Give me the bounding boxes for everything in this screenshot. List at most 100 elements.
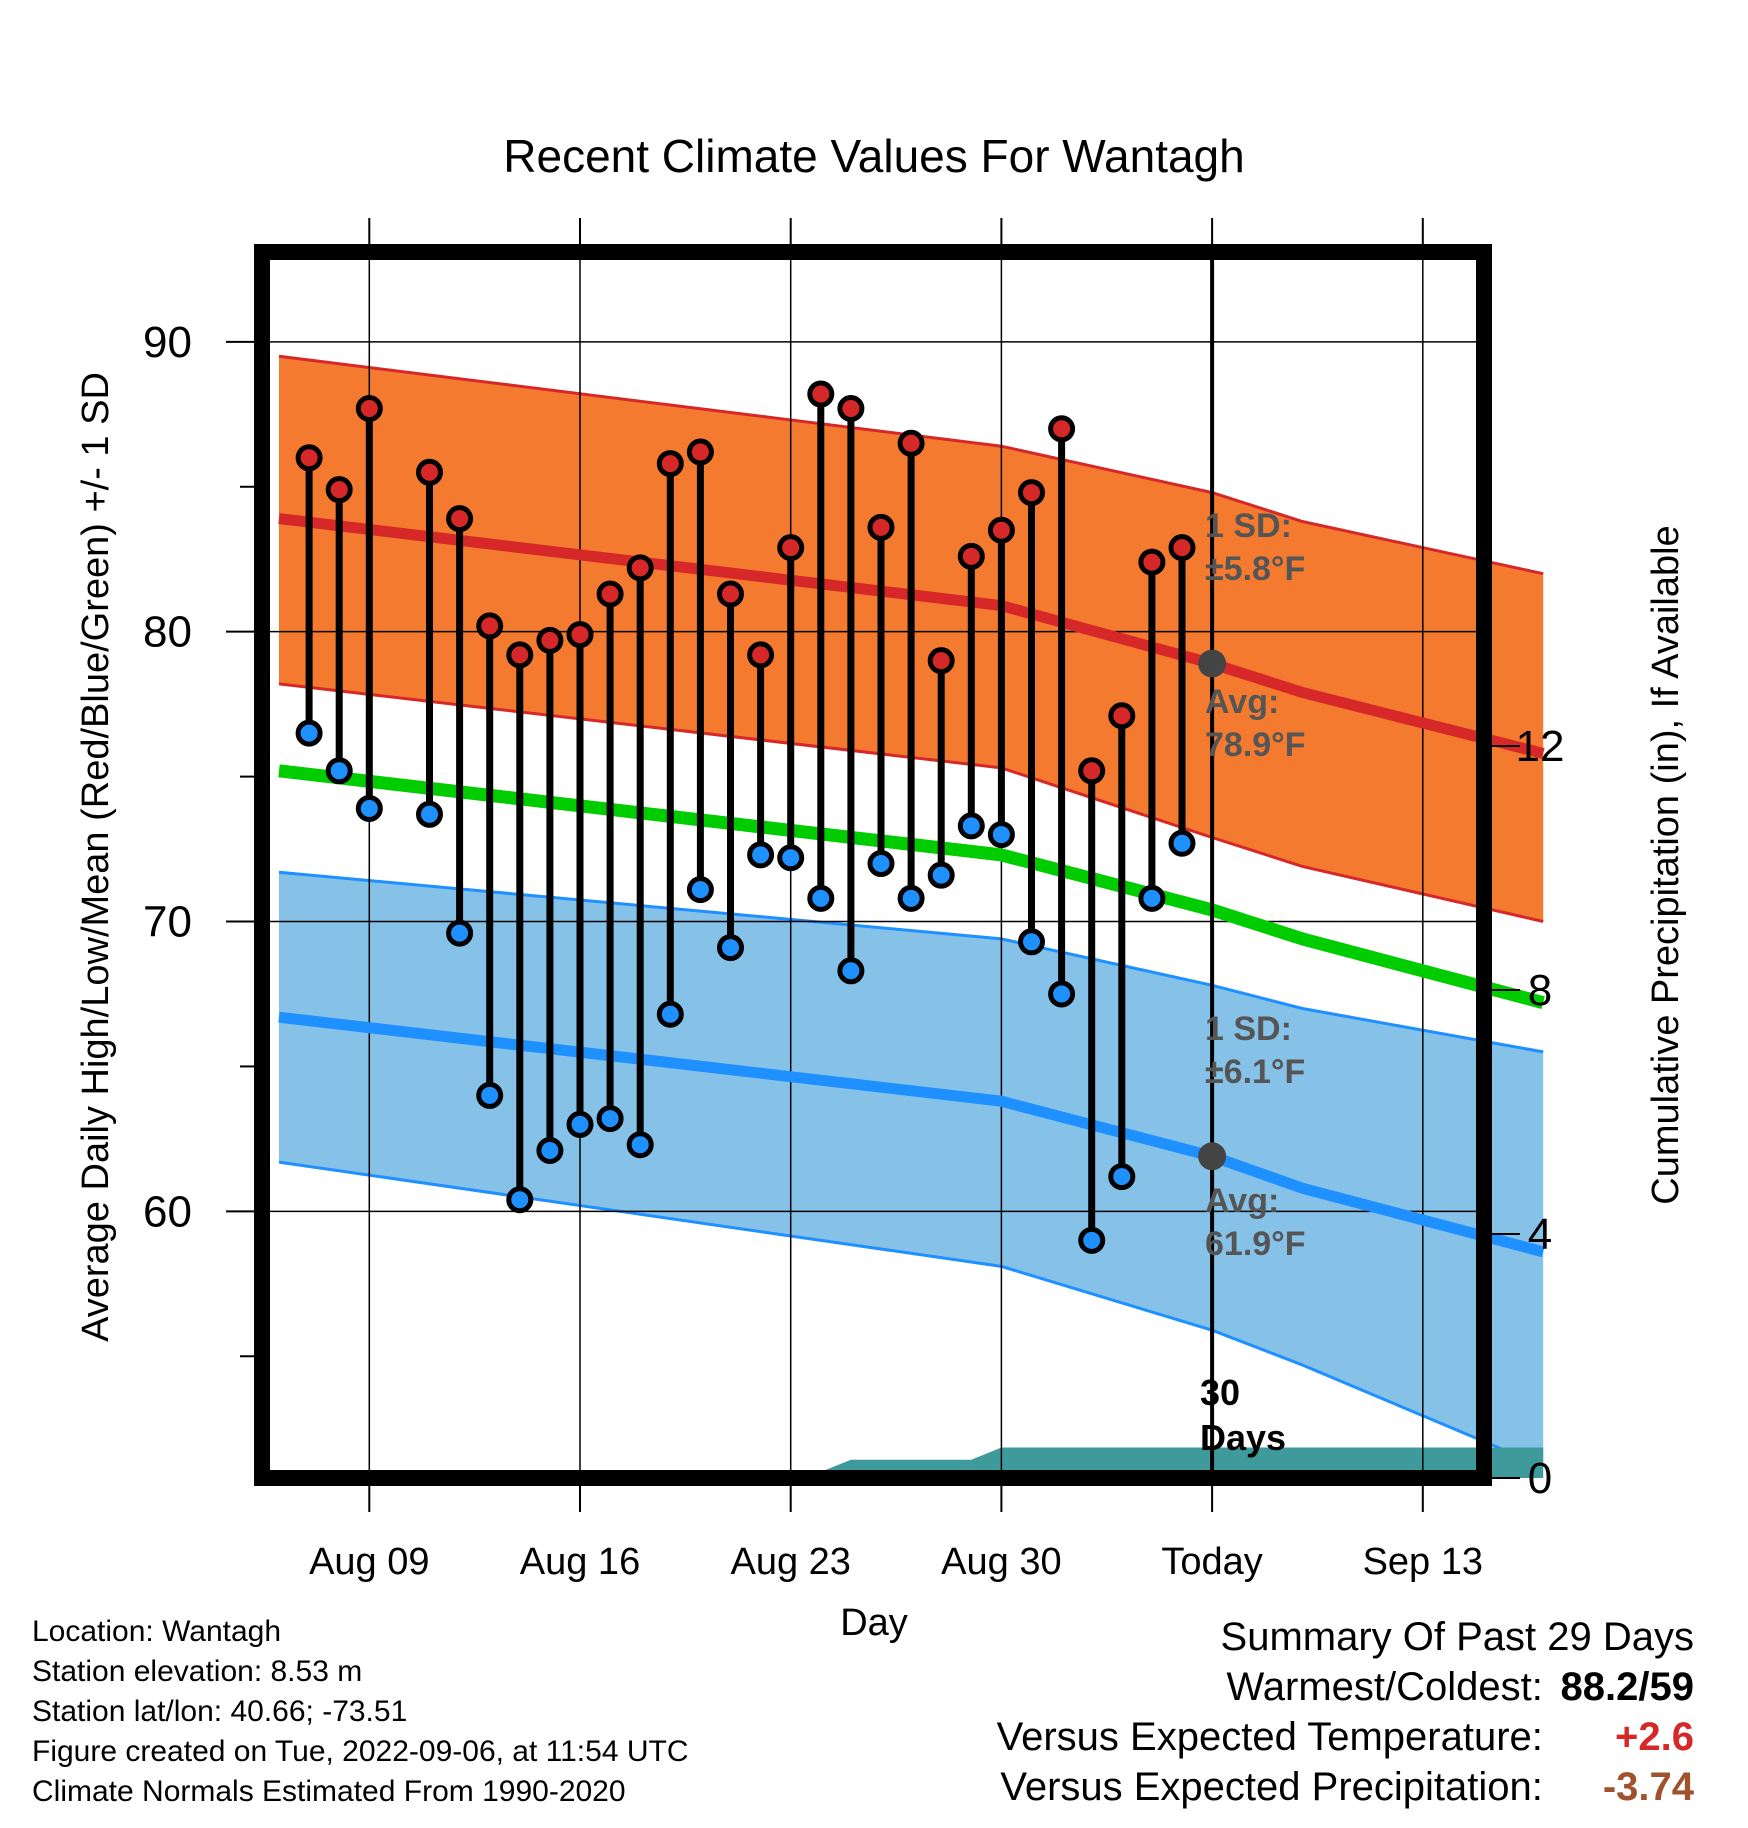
y2-tick-label: 0	[1528, 1454, 1552, 1503]
x-tick-label: Aug 16	[520, 1541, 640, 1583]
y2-tick-label: 8	[1528, 966, 1552, 1015]
daily-high-point	[355, 395, 383, 423]
daily-high-point	[747, 641, 775, 669]
daily-high-point	[1018, 479, 1045, 507]
location-text: Location: Wantagh	[32, 1615, 282, 1648]
summary-title: Summary Of Past 29 Days	[1220, 1615, 1694, 1659]
high-avg-label: Avg:	[1205, 683, 1279, 721]
x-tick-label: Aug 23	[730, 1541, 850, 1583]
daily-low-point	[1138, 884, 1166, 912]
daily-low-point	[987, 821, 1015, 849]
daily-high-point	[626, 554, 654, 582]
daily-low-point	[717, 934, 744, 962]
daily-high-point	[1048, 415, 1076, 443]
daily-high-point	[927, 647, 955, 675]
y2-tick-label: 12	[1516, 722, 1565, 771]
daily-high-point	[446, 505, 474, 533]
daily-low-point	[927, 861, 955, 889]
daily-high-point	[1138, 548, 1166, 576]
station-info: Location: Wantagh Station elevation: 8.5…	[32, 1612, 689, 1812]
daily-high-point	[1168, 534, 1196, 562]
summary-panel: Summary Of Past 29 Days Warmest/Coldest:…	[997, 1612, 1694, 1812]
daily-high-point	[566, 621, 594, 649]
daily-high-point	[807, 380, 835, 408]
today-days-number: 30	[1200, 1372, 1240, 1413]
precip-row: Versus Expected Precipitation: -3.74	[997, 1762, 1694, 1812]
daily-high-point	[325, 476, 353, 504]
daily-low-point	[1048, 980, 1076, 1008]
daily-low-point	[295, 719, 323, 747]
y-tick-label: 90	[143, 318, 192, 367]
y-tick-label: 70	[143, 898, 192, 947]
daily-low-point	[1018, 928, 1045, 956]
daily-high-point	[1078, 757, 1106, 785]
temp-value: +2.6	[1615, 1715, 1694, 1759]
daily-high-point	[686, 438, 714, 466]
daily-low-point	[1078, 1226, 1106, 1254]
high-sd-value: ±5.8°F	[1205, 550, 1305, 588]
daily-high-point	[987, 516, 1015, 544]
x-tick-label: Aug 09	[309, 1541, 429, 1583]
daily-low-point	[807, 884, 835, 912]
daily-high-point	[777, 534, 805, 562]
latlon-text: Station lat/lon: 40.66; -73.51	[32, 1695, 408, 1728]
today-high-marker	[1198, 649, 1227, 678]
daily-low-point	[777, 844, 805, 872]
daily-low-point	[867, 850, 895, 878]
y-tick-label: 60	[143, 1187, 192, 1236]
daily-high-point	[476, 612, 504, 640]
daily-low-point	[1108, 1163, 1136, 1191]
daily-high-point	[506, 641, 534, 669]
low-sd-band	[279, 872, 1544, 1467]
daily-high-point	[957, 542, 985, 570]
daily-low-point	[476, 1081, 504, 1109]
daily-low-point	[897, 884, 925, 912]
daily-high-point	[596, 580, 624, 608]
x-tick-label: Today	[1161, 1541, 1262, 1583]
high-avg-value: 78.9°F	[1205, 726, 1306, 764]
daily-low-point	[656, 1000, 684, 1028]
daily-high-point	[867, 513, 895, 541]
daily-high-point	[295, 444, 323, 472]
daily-low-point	[416, 800, 443, 828]
precip-value: -3.74	[1602, 1765, 1694, 1809]
axes: Aug 09 Aug 16 Aug 23 Aug 30 Today Sep 13 60 70 8…	[143, 218, 1564, 1583]
y-tick-label: 80	[143, 608, 192, 657]
daily-low-point	[957, 812, 985, 840]
y-axis-label: Average Daily High/Low/Mean (Red/Blue/Gr…	[75, 372, 117, 1342]
low-sd-label: 1 SD:	[1205, 1010, 1292, 1048]
y2-axis-label: Cumulative Precipitation (in), If Availa…	[1645, 525, 1687, 1204]
elevation-text: Station elevation: 8.53 m	[32, 1655, 363, 1688]
daily-high-point	[837, 395, 865, 423]
temp-row: Versus Expected Temperature: +2.6	[997, 1712, 1694, 1762]
normals-text: Climate Normals Estimated From 1990-2020	[32, 1775, 626, 1808]
low-avg-label: Avg:	[1205, 1182, 1279, 1220]
daily-high-point	[536, 626, 564, 654]
warm-cold-label: Warmest/Coldest:	[1226, 1665, 1543, 1709]
today-low-marker	[1198, 1142, 1227, 1171]
x-tick-label: Sep 13	[1363, 1541, 1483, 1583]
x-axis-label: Day	[840, 1602, 908, 1644]
daily-high-point	[1108, 702, 1136, 730]
warm-cold-value: 88.2/59	[1560, 1665, 1694, 1709]
annotations: 1 SD: ±5.8°F Avg: 78.9°F 1 SD: ±6.1°F Avg: 61.9…	[1198, 252, 1306, 1478]
daily-stems	[305, 394, 1186, 1241]
daily-low-point	[686, 876, 714, 904]
precip-label: Versus Expected Precipitation:	[1000, 1765, 1543, 1809]
high-sd-label: 1 SD:	[1205, 507, 1292, 545]
daily-low-point	[446, 919, 474, 947]
daily-low-point	[1168, 829, 1196, 857]
created-text: Figure created on Tue, 2022-09-06, at 11…	[32, 1735, 689, 1768]
daily-low-point	[506, 1186, 534, 1214]
daily-low-point	[566, 1110, 594, 1138]
daily-low-point	[596, 1105, 624, 1133]
x-tick-label: Aug 30	[941, 1541, 1061, 1583]
low-sd-value: ±6.1°F	[1205, 1053, 1305, 1091]
daily-high-point	[897, 429, 925, 457]
temp-label: Versus Expected Temperature:	[996, 1715, 1543, 1759]
today-days-word: Days	[1200, 1417, 1286, 1458]
daily-low-point	[747, 841, 775, 869]
daily-low-point	[325, 757, 353, 785]
warm-cold-row: Warmest/Coldest: 88.2/59	[997, 1662, 1695, 1712]
